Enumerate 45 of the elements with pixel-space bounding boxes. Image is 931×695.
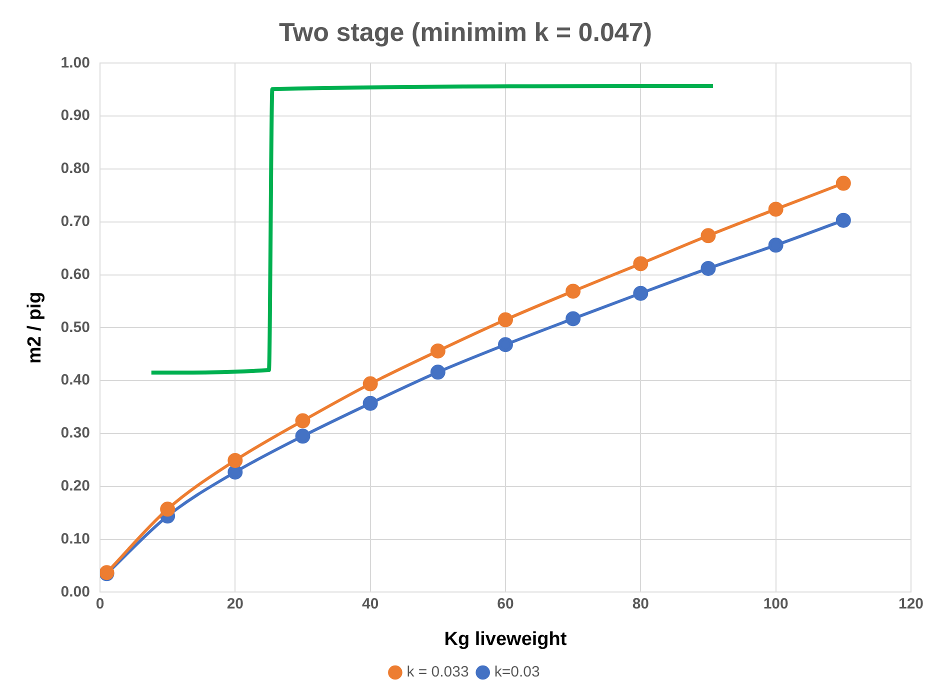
y-tick-label: 0.00 bbox=[60, 583, 90, 600]
x-tick-label: 40 bbox=[362, 595, 379, 612]
point bbox=[566, 311, 581, 326]
point bbox=[362, 376, 378, 392]
x-tick-label: 100 bbox=[763, 595, 788, 612]
point bbox=[566, 284, 581, 299]
x-axis-title: Kg liveweight bbox=[444, 628, 568, 650]
y-tick-label: 0.20 bbox=[60, 478, 90, 495]
point bbox=[700, 260, 716, 276]
x-tick-label: 20 bbox=[226, 595, 244, 612]
point bbox=[160, 502, 176, 517]
point bbox=[836, 212, 851, 228]
point bbox=[295, 428, 310, 444]
y-tick-label: 0.10 bbox=[60, 530, 90, 548]
y-tick-label: 0.40 bbox=[60, 372, 90, 389]
y-tick-label: 0.60 bbox=[60, 266, 90, 283]
y-tick-label: 0.50 bbox=[60, 318, 90, 336]
chart-title: Two stage (minimim k = 0.047) bbox=[278, 16, 652, 47]
y-tick-label: 1.00 bbox=[60, 54, 90, 72]
point bbox=[700, 228, 716, 244]
x-tick-label: 120 bbox=[898, 595, 924, 612]
point bbox=[633, 286, 648, 301]
line-series bbox=[149, 84, 715, 375]
y-tick-label: 0.30 bbox=[60, 424, 90, 442]
point bbox=[430, 364, 446, 380]
y-tick-label: 0.80 bbox=[60, 160, 90, 178]
legend-label: k = 0.033 bbox=[406, 664, 469, 681]
point bbox=[362, 396, 378, 411]
x-tick-label: 60 bbox=[497, 595, 514, 612]
x-tick-label: 0 bbox=[96, 595, 104, 612]
point bbox=[228, 452, 243, 468]
point bbox=[633, 256, 648, 272]
legend-label: k=0.03 bbox=[494, 664, 540, 681]
point bbox=[228, 464, 243, 480]
x-tick-label: 80 bbox=[632, 595, 650, 612]
y-tick-label: 0.90 bbox=[60, 107, 90, 124]
y-tick-label: 0.70 bbox=[60, 213, 90, 230]
point bbox=[498, 337, 513, 352]
y-axis-title: m2 / pig bbox=[24, 292, 46, 364]
point bbox=[768, 202, 784, 217]
point bbox=[768, 238, 784, 253]
point bbox=[430, 343, 446, 358]
point bbox=[498, 312, 513, 328]
point bbox=[836, 176, 851, 191]
point bbox=[295, 413, 310, 428]
